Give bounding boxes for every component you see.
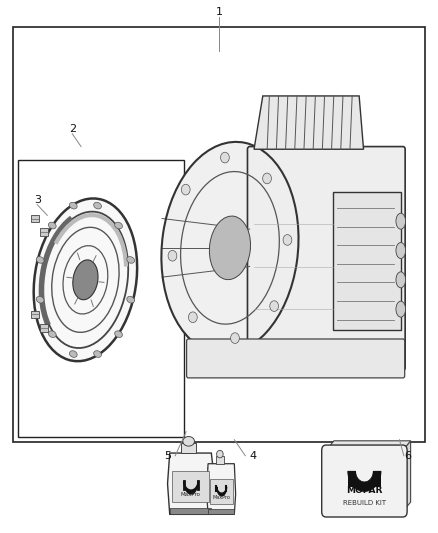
- Ellipse shape: [49, 222, 56, 229]
- Bar: [40, 324, 48, 332]
- Text: 5: 5: [164, 451, 171, 461]
- FancyBboxPatch shape: [187, 339, 405, 378]
- Circle shape: [188, 312, 197, 322]
- Text: MaxPro: MaxPro: [180, 492, 201, 497]
- Ellipse shape: [73, 260, 98, 300]
- Polygon shape: [326, 441, 411, 450]
- Ellipse shape: [396, 272, 406, 288]
- FancyBboxPatch shape: [247, 147, 405, 370]
- Polygon shape: [167, 453, 215, 514]
- Ellipse shape: [396, 213, 406, 229]
- Ellipse shape: [34, 198, 137, 361]
- Ellipse shape: [396, 301, 406, 317]
- Polygon shape: [348, 471, 381, 491]
- Ellipse shape: [36, 296, 44, 303]
- Bar: [18, 160, 184, 437]
- Bar: [31, 215, 39, 222]
- Ellipse shape: [49, 331, 56, 337]
- Polygon shape: [254, 96, 364, 149]
- Ellipse shape: [216, 450, 223, 458]
- Text: 2: 2: [69, 124, 76, 134]
- Circle shape: [181, 184, 190, 195]
- FancyBboxPatch shape: [321, 445, 407, 517]
- Ellipse shape: [161, 142, 299, 354]
- Ellipse shape: [69, 351, 77, 357]
- Bar: [13, 27, 425, 442]
- Ellipse shape: [115, 222, 122, 229]
- Text: 6: 6: [404, 451, 411, 461]
- Bar: [216, 456, 224, 464]
- Ellipse shape: [183, 437, 194, 446]
- Bar: [181, 443, 196, 453]
- Text: 3: 3: [34, 195, 41, 205]
- Ellipse shape: [94, 351, 102, 357]
- Ellipse shape: [94, 203, 102, 209]
- Bar: [40, 228, 48, 236]
- Bar: [373, 471, 381, 487]
- Polygon shape: [403, 441, 411, 512]
- Bar: [210, 479, 233, 504]
- Text: 1: 1: [215, 7, 223, 17]
- Ellipse shape: [127, 296, 134, 303]
- Bar: [170, 508, 211, 514]
- Bar: [208, 510, 234, 514]
- Circle shape: [221, 152, 230, 163]
- Circle shape: [270, 301, 279, 311]
- Ellipse shape: [209, 216, 251, 280]
- Ellipse shape: [127, 256, 134, 263]
- Circle shape: [168, 251, 177, 261]
- Circle shape: [230, 333, 239, 343]
- Bar: [333, 192, 401, 330]
- Ellipse shape: [396, 243, 406, 259]
- Ellipse shape: [69, 203, 77, 209]
- Circle shape: [283, 235, 292, 245]
- Text: MaxPro: MaxPro: [212, 495, 230, 500]
- Text: 4: 4: [250, 451, 257, 461]
- Ellipse shape: [36, 256, 44, 263]
- Bar: [348, 471, 356, 487]
- Text: MOPAR: MOPAR: [346, 486, 383, 495]
- Bar: [173, 471, 209, 502]
- Bar: [31, 311, 39, 318]
- Polygon shape: [207, 464, 236, 514]
- Text: REBUILD KIT: REBUILD KIT: [343, 500, 386, 506]
- Ellipse shape: [115, 331, 122, 337]
- Circle shape: [263, 173, 272, 184]
